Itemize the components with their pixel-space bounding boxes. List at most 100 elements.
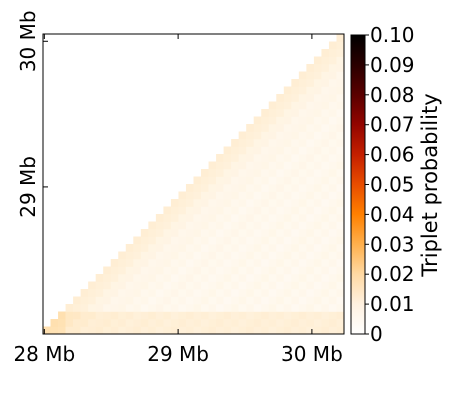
heatmap-cell — [283, 116, 292, 125]
heatmap-cell — [140, 236, 149, 245]
heatmap-cell — [201, 184, 209, 192]
heatmap-cell — [246, 199, 255, 207]
heatmap-cell — [238, 251, 247, 260]
heatmap-cell — [103, 319, 112, 327]
heatmap-cell — [336, 236, 345, 245]
heatmap-cell — [321, 56, 330, 65]
heatmap-cell — [298, 86, 307, 95]
heatmap-cell — [336, 56, 345, 65]
heatmap-cell — [276, 326, 285, 335]
heatmap-cell — [328, 79, 337, 87]
heatmap-cell — [328, 229, 337, 237]
heatmap-cell — [155, 214, 164, 222]
heatmap-cell — [313, 64, 322, 72]
heatmap-cell — [298, 229, 307, 237]
heatmap-cell — [125, 289, 134, 297]
colorbar-tick-label: 0.05 — [370, 173, 415, 197]
heatmap-cell — [253, 229, 262, 237]
heatmap-cell — [231, 161, 239, 170]
heatmap-cell — [140, 281, 149, 290]
heatmap-cell — [253, 289, 262, 297]
heatmap-cell — [276, 109, 285, 117]
heatmap-cell — [306, 146, 315, 155]
heatmap-cell — [306, 296, 315, 305]
heatmap-cell — [178, 251, 187, 260]
heatmap-cell — [268, 146, 277, 155]
heatmap-cell — [238, 184, 247, 192]
heatmap-cell — [148, 244, 157, 252]
heatmap-cell — [321, 304, 330, 312]
heatmap-cell — [328, 101, 337, 110]
heatmap-cell — [328, 184, 337, 192]
heatmap-cell — [118, 274, 127, 282]
heatmap-cell — [216, 161, 224, 170]
heatmap-cell — [163, 206, 172, 215]
heatmap-cell — [268, 154, 277, 162]
heatmap-cell — [163, 259, 172, 267]
heatmap-cell — [321, 191, 330, 200]
heatmap-cell — [261, 304, 270, 312]
heatmap-cell — [185, 266, 194, 275]
heatmap-cell — [321, 176, 330, 185]
heatmap-cell — [103, 289, 112, 297]
heatmap-cell — [283, 161, 292, 170]
heatmap-cell — [133, 289, 142, 297]
heatmap-cell — [95, 289, 104, 297]
heatmap-cell — [261, 311, 270, 320]
heatmap-cell — [178, 206, 187, 215]
heatmap-cell — [261, 274, 270, 282]
colorbar-tick-label: 0.10 — [370, 23, 415, 47]
heatmap-cell — [276, 139, 285, 147]
heatmap-cell — [110, 304, 119, 312]
heatmap-cell — [261, 206, 270, 215]
heatmap-cell — [306, 101, 315, 110]
heatmap-cell — [163, 296, 172, 305]
heatmap-cell — [283, 206, 292, 215]
heatmap-cell — [223, 251, 232, 260]
heatmap-cell — [261, 244, 270, 252]
heatmap-cell — [118, 251, 127, 260]
heatmap-cell — [253, 311, 262, 320]
heatmap-cell — [238, 266, 247, 275]
heatmap-cell — [253, 319, 262, 327]
heatmap-cell — [306, 64, 315, 72]
heatmap-cell — [336, 289, 345, 297]
heatmap-cell — [208, 229, 217, 237]
heatmap-cell — [291, 169, 300, 177]
heatmap-cell — [231, 236, 239, 245]
heatmap-cell — [223, 326, 232, 335]
heatmap-cell — [170, 259, 179, 267]
heatmap-cell — [321, 236, 330, 245]
heatmap-cell — [216, 206, 224, 215]
heatmap-cell — [216, 319, 224, 327]
x-tick-label-30mb: 30 Mb — [281, 342, 343, 366]
colorbar-tick-label: 0.03 — [370, 232, 415, 256]
heatmap-cell — [185, 221, 194, 230]
y-axis-ticks — [43, 40, 48, 188]
heatmap-cell — [253, 139, 262, 147]
heatmap-cell — [261, 199, 270, 207]
heatmap-cell — [328, 319, 337, 327]
heatmap-cell — [321, 214, 330, 222]
heatmap-cell — [140, 326, 149, 335]
heatmap-cell — [306, 109, 315, 117]
heatmap-cell — [336, 244, 345, 252]
heatmap-cell — [238, 131, 247, 140]
heatmap-cell — [336, 169, 345, 177]
heatmap-cell — [231, 281, 239, 290]
heatmap-cell — [268, 319, 277, 327]
heatmap-cell — [328, 259, 337, 267]
heatmap-cell — [125, 326, 134, 335]
heatmap-cell — [148, 289, 157, 297]
heatmap-cell — [193, 206, 202, 215]
heatmap-cell — [246, 169, 255, 177]
heatmap-cell — [238, 214, 247, 222]
heatmap-cell — [328, 131, 337, 140]
heatmap-cell — [216, 191, 224, 200]
heatmap-cell — [178, 311, 187, 320]
heatmap-cell — [125, 274, 134, 282]
heatmap-cell — [336, 214, 345, 222]
heatmap-cell — [216, 274, 224, 282]
heatmap-cell — [231, 176, 239, 185]
